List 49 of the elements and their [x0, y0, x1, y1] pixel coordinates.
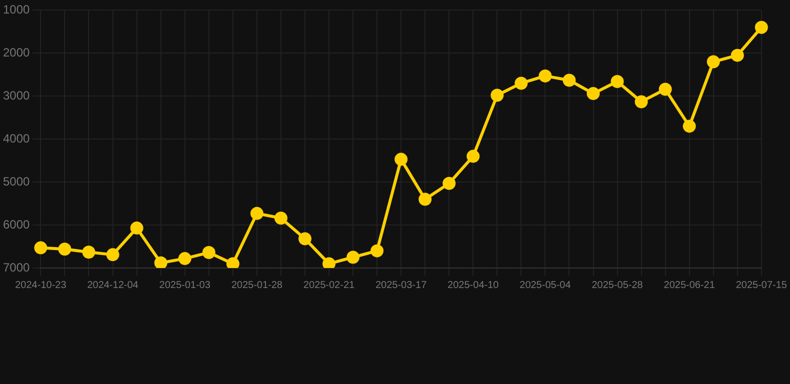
y-tick-label: 5000 — [2, 174, 30, 188]
y-tick-label: 4000 — [2, 131, 30, 146]
x-tick-label: 2025-05-28 — [592, 280, 644, 291]
point — [58, 242, 72, 256]
point — [754, 20, 768, 34]
x-tick-label: 2025-07-15 — [736, 280, 788, 291]
x-tick-label: 2025-02-21 — [303, 280, 355, 291]
x-tick-label: 2025-06-21 — [664, 280, 716, 291]
point — [346, 250, 360, 264]
point — [658, 82, 672, 96]
point — [514, 76, 528, 90]
point — [202, 246, 216, 260]
point — [370, 244, 384, 258]
point — [442, 176, 456, 190]
point — [226, 257, 240, 268]
y-tick-label: 6000 — [2, 217, 30, 232]
point — [82, 246, 96, 259]
point — [130, 222, 144, 235]
point — [106, 248, 120, 262]
point — [586, 87, 600, 100]
point — [634, 95, 648, 108]
x-tick-label: 2025-01-03 — [159, 280, 211, 291]
point — [490, 88, 504, 102]
point — [730, 48, 744, 62]
x-tick-label: 2024-10-23 — [15, 280, 67, 291]
y-tick-label: 1000 — [2, 2, 30, 17]
point — [178, 252, 192, 266]
point — [298, 232, 312, 246]
point — [610, 75, 624, 88]
x-tick-label: 2024-12-04 — [87, 280, 139, 291]
point — [682, 120, 696, 133]
point — [706, 55, 720, 68]
x-tick-label: 2025-04-10 — [448, 280, 500, 291]
x-tick-label: 2025-03-17 — [375, 280, 428, 291]
point — [466, 150, 480, 163]
point — [538, 69, 552, 82]
point — [322, 257, 336, 268]
point — [250, 206, 264, 220]
point — [394, 152, 408, 166]
point — [562, 74, 576, 87]
point — [418, 192, 432, 206]
point — [154, 256, 168, 268]
x-tick-label: 2025-01-28 — [231, 280, 283, 291]
y-tick-label: 7000 — [2, 260, 30, 274]
x-tick-label: 2025-05-04 — [520, 280, 572, 291]
y-tick-label: 3000 — [2, 88, 30, 102]
point — [34, 241, 48, 254]
point — [274, 212, 288, 225]
y-tick-label: 2000 — [2, 45, 30, 60]
